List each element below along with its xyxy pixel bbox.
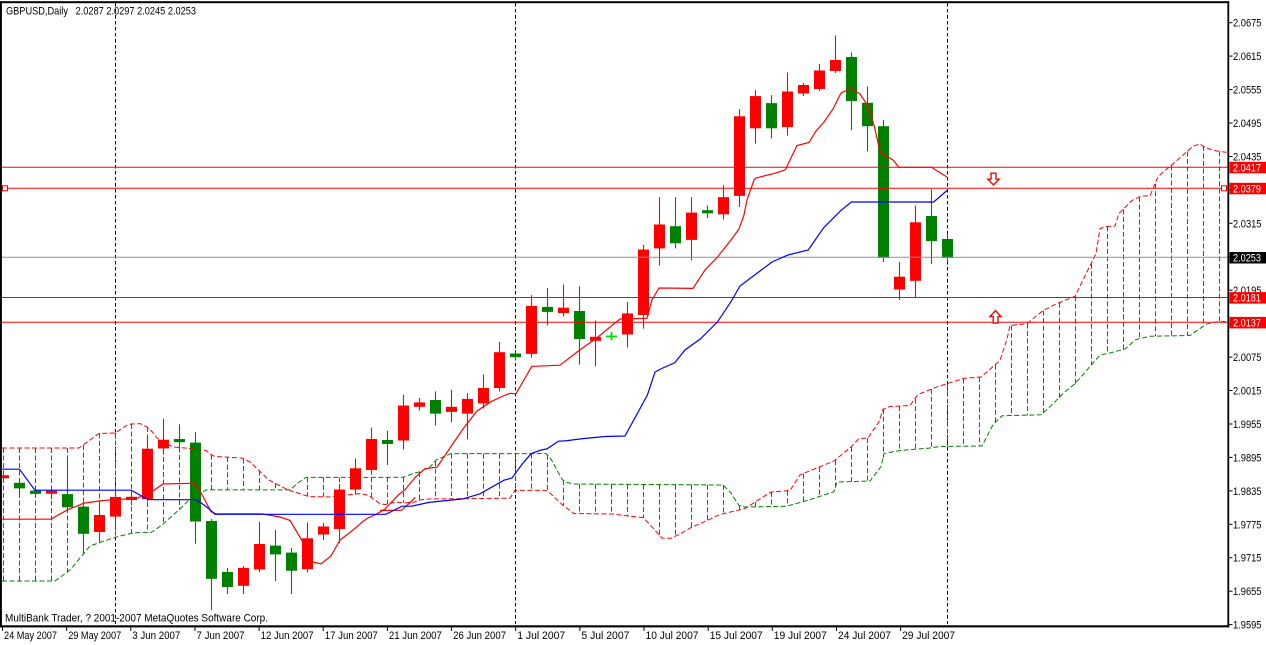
svg-text:1.9715: 1.9715: [1233, 553, 1262, 565]
svg-text:2.0075: 2.0075: [1233, 352, 1262, 364]
svg-text:12 Jun 2007: 12 Jun 2007: [261, 630, 314, 642]
svg-text:GBPUSD,Daily 2.0287 2.0297 2: GBPUSD,Daily 2.0287 2.0297 2.0245 2.0253: [6, 6, 196, 18]
svg-text:3 Jun 2007: 3 Jun 2007: [132, 630, 180, 642]
svg-text:2.0315: 2.0315: [1233, 218, 1262, 230]
svg-text:2.0379: 2.0379: [1233, 183, 1261, 195]
svg-text:17 Jun 2007: 17 Jun 2007: [325, 630, 378, 642]
svg-text:2.0253: 2.0253: [1233, 253, 1261, 265]
svg-text:26 Jun 2007: 26 Jun 2007: [453, 630, 506, 642]
svg-text:2.0417: 2.0417: [1233, 162, 1261, 174]
svg-text:1.9655: 1.9655: [1233, 586, 1262, 598]
svg-text:1.9595: 1.9595: [1233, 620, 1262, 632]
svg-text:2.0495: 2.0495: [1233, 118, 1262, 130]
svg-text:1.9955: 1.9955: [1233, 419, 1262, 431]
svg-text:10 Jul 2007: 10 Jul 2007: [646, 630, 699, 642]
svg-text:1.9775: 1.9775: [1233, 519, 1262, 531]
svg-text:1 Jul 2007: 1 Jul 2007: [517, 630, 565, 642]
svg-text:2.0615: 2.0615: [1233, 51, 1262, 63]
svg-text:MultiBank Trader, ? 2001-2007: MultiBank Trader, ? 2001-2007 MetaQuotes…: [5, 613, 268, 625]
svg-text:5 Jul 2007: 5 Jul 2007: [581, 630, 629, 642]
svg-text:19 Jul 2007: 19 Jul 2007: [774, 630, 827, 642]
svg-text:24 Jul 2007: 24 Jul 2007: [838, 630, 891, 642]
svg-text:1.9835: 1.9835: [1233, 486, 1262, 498]
svg-text:29 May 2007: 29 May 2007: [68, 630, 121, 642]
svg-text:24 May 2007: 24 May 2007: [4, 630, 57, 642]
svg-text:7 Jun 2007: 7 Jun 2007: [197, 630, 245, 642]
svg-text:15 Jul 2007: 15 Jul 2007: [710, 630, 763, 642]
svg-text:2.0015: 2.0015: [1233, 386, 1262, 398]
svg-text:21 Jun 2007: 21 Jun 2007: [389, 630, 442, 642]
svg-text:29 Jul 2007: 29 Jul 2007: [902, 630, 955, 642]
svg-text:2.0675: 2.0675: [1233, 18, 1262, 30]
svg-text:2.0137: 2.0137: [1233, 318, 1261, 330]
svg-text:2.0555: 2.0555: [1233, 85, 1262, 97]
svg-text:2.0435: 2.0435: [1233, 152, 1262, 164]
svg-text:2.0181: 2.0181: [1233, 293, 1261, 305]
svg-text:1.9895: 1.9895: [1233, 452, 1262, 464]
